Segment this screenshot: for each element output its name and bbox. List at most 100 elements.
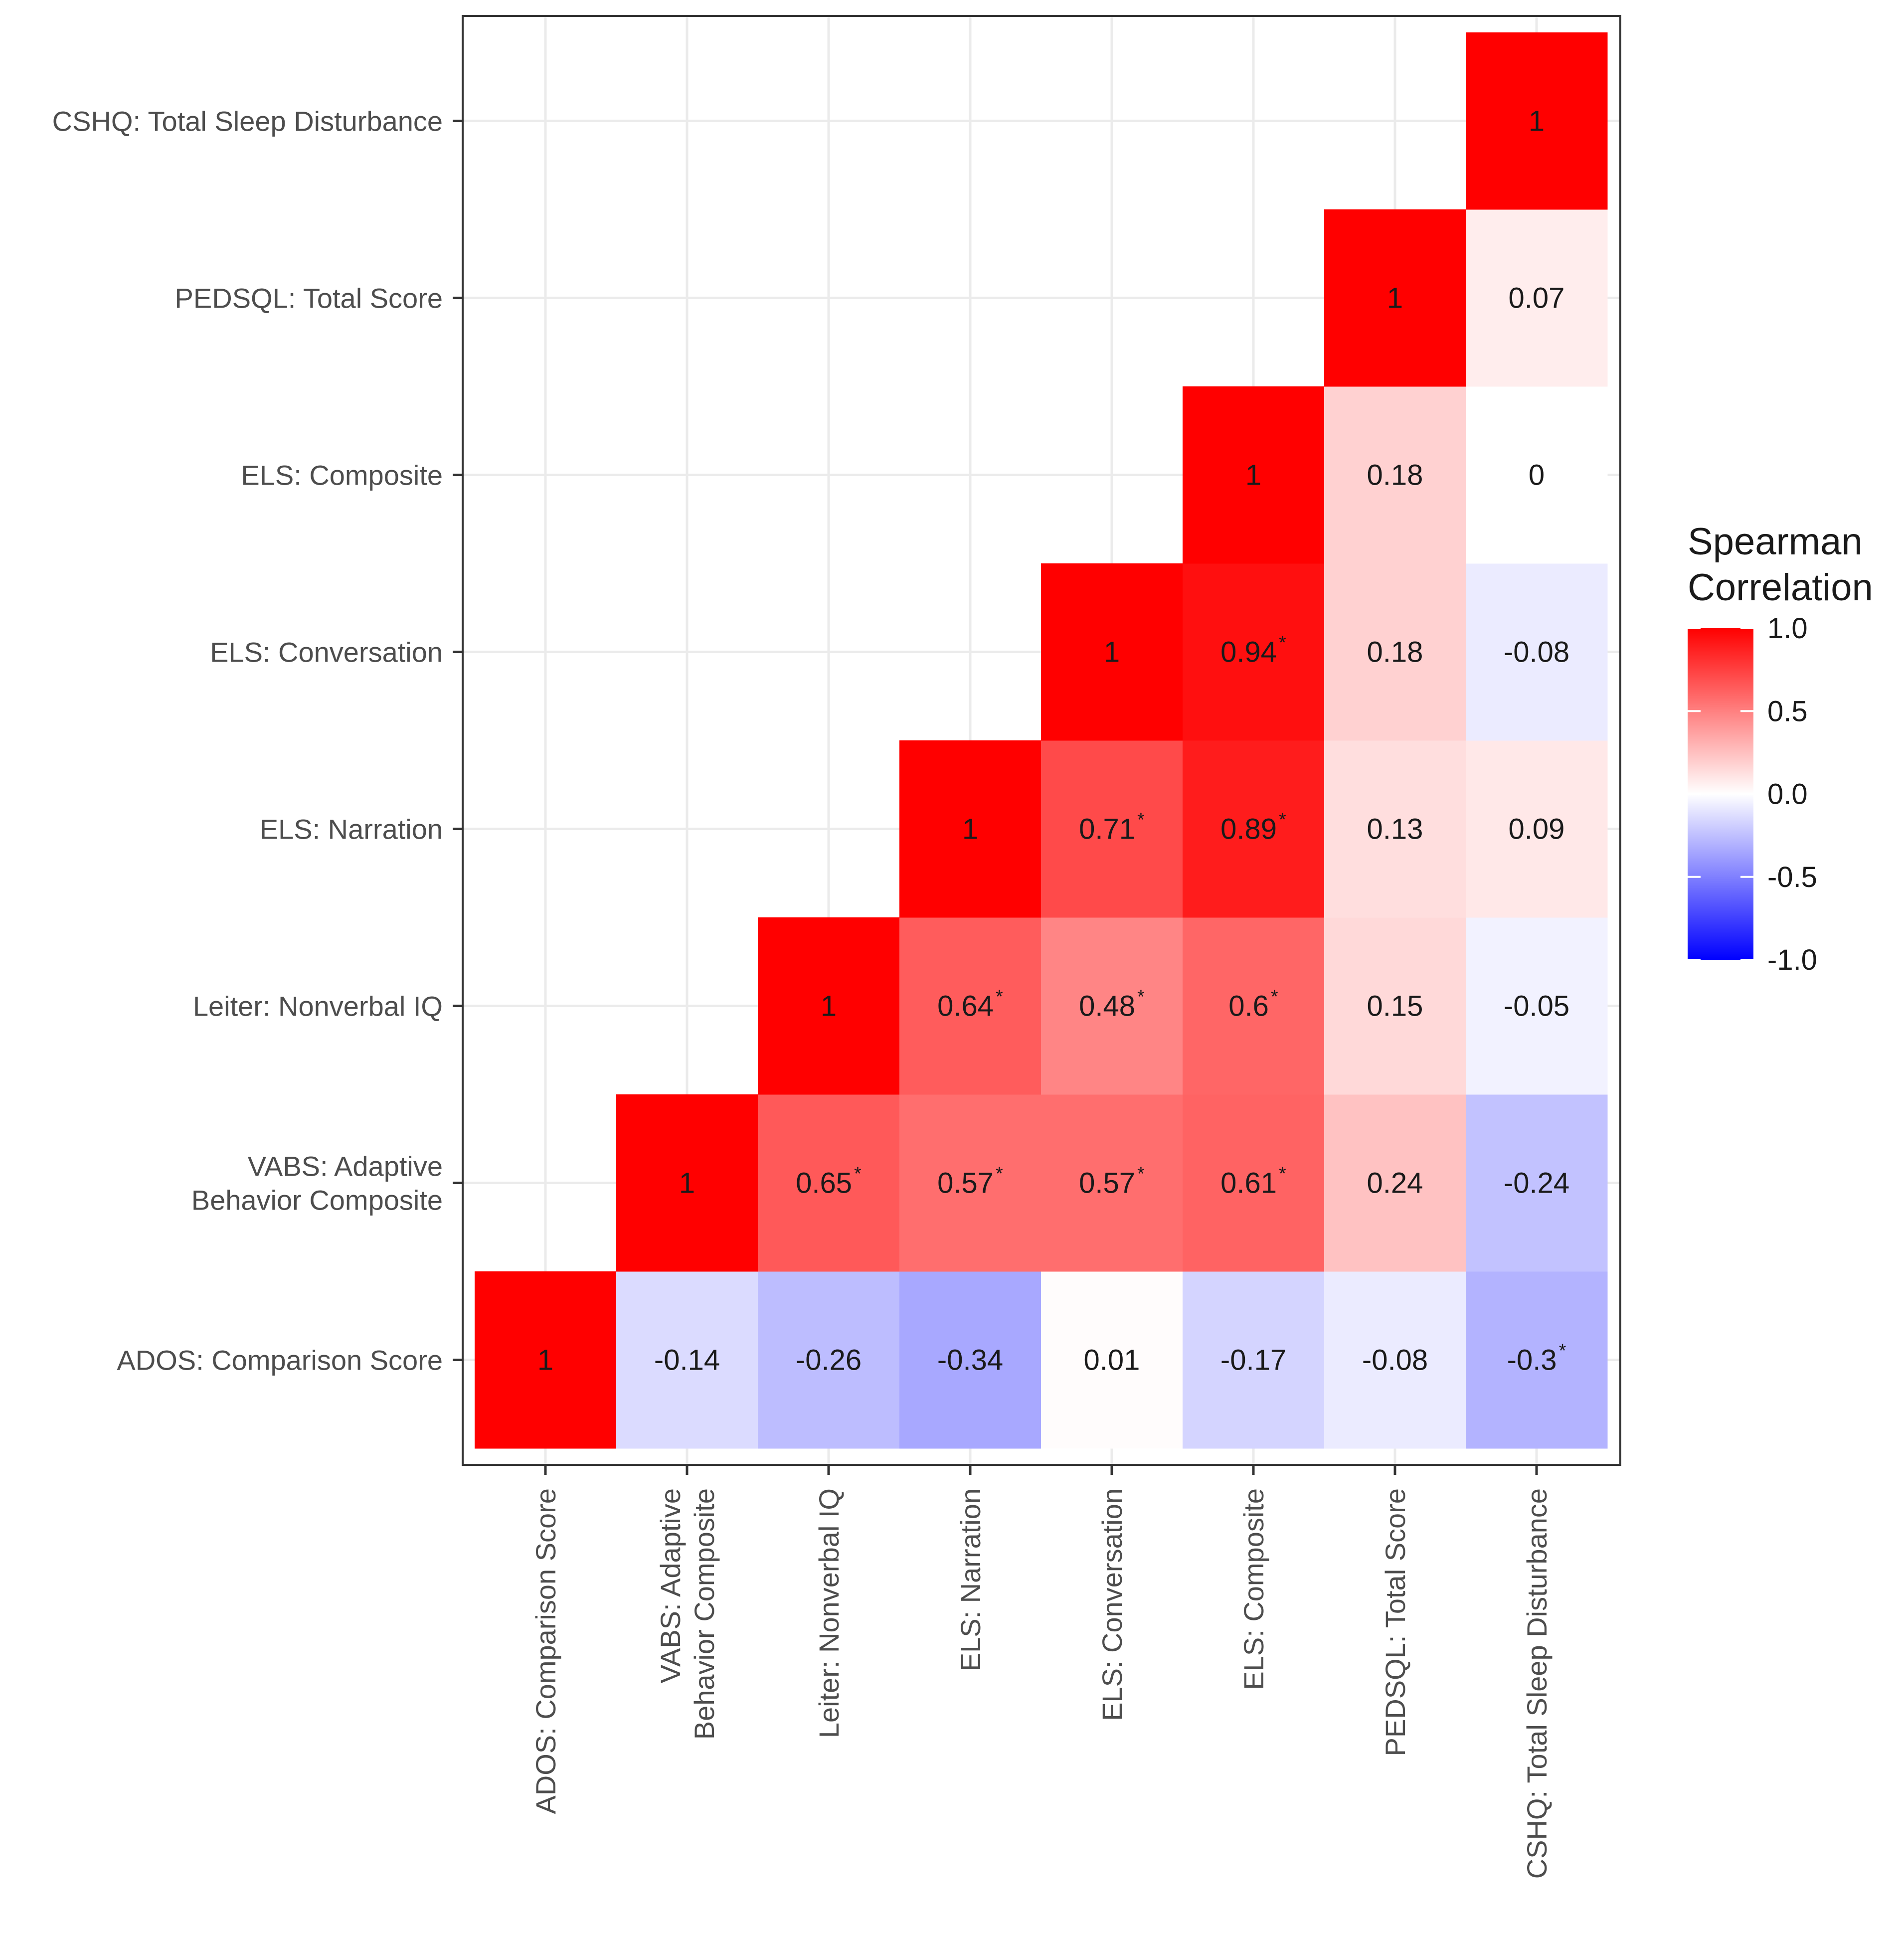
legend-tick-label: -1.0 xyxy=(1767,944,1817,976)
heatmap-cell xyxy=(1183,740,1325,918)
cell-value-label: -0.14 xyxy=(654,1344,720,1377)
cell-value-label: -0.08 xyxy=(1504,636,1569,669)
y-tick-label: ELS: Narration xyxy=(260,814,443,845)
heatmap-cell xyxy=(758,1094,900,1272)
cell-value-label: -0.24 xyxy=(1504,1167,1569,1200)
cell-value-label: 0.13 xyxy=(1367,813,1423,846)
cell-value-label: 1 xyxy=(962,813,978,846)
significance-star: * xyxy=(1271,987,1278,1008)
significance-star: * xyxy=(1137,1164,1145,1185)
cell-value-label: 0.6 * xyxy=(1228,987,1278,1023)
heatmap-cell xyxy=(899,1094,1041,1272)
cell-value-label: -0.17 xyxy=(1220,1344,1286,1377)
y-tick-label: ADOS: Comparison Score xyxy=(117,1345,443,1376)
cell-value-label: 1 xyxy=(821,990,837,1023)
cell-value-label: 1 xyxy=(1245,459,1261,492)
heatmap-cell xyxy=(1041,1094,1183,1272)
heatmap-cell xyxy=(1466,917,1608,1095)
cell-value-label: 0.18 xyxy=(1367,636,1423,669)
cell-value-label: 0.15 xyxy=(1367,990,1423,1023)
y-tick-label: ELS: Conversation xyxy=(210,637,443,668)
cell-value-label: -0.05 xyxy=(1504,990,1569,1023)
heatmap-cell xyxy=(1466,209,1608,387)
heatmap-cell xyxy=(1466,740,1608,918)
cell-labels: 1 -0.14 -0.26 -0.34 0.01 -0.17 -0.08 -0.3 * 1 0.65… xyxy=(537,105,1569,1377)
heatmap-cell xyxy=(1324,1094,1466,1272)
heatmap-cell xyxy=(758,1271,900,1449)
heatmap-cell xyxy=(1324,1271,1466,1449)
axes: ADOS: Comparison Score ADOS: Comparison S… xyxy=(52,106,1553,1879)
heatmap-cell xyxy=(1324,917,1466,1095)
cell-value-label: -0.26 xyxy=(796,1344,862,1377)
significance-star: * xyxy=(1279,1164,1286,1185)
heatmap-cell xyxy=(899,917,1041,1095)
legend-tick-label: 0.5 xyxy=(1767,695,1808,727)
heatmap-cell xyxy=(1183,917,1325,1095)
y-tick-label: VABS: Adaptive Behavior Composite xyxy=(191,1151,443,1216)
heatmap-cell xyxy=(1324,386,1466,564)
heatmap-cell xyxy=(1466,1271,1608,1449)
cell-value-label: 0.89 * xyxy=(1220,810,1286,846)
y-tick-label: PEDSQL: Total Score xyxy=(175,283,443,314)
legend-tick-label: 1.0 xyxy=(1767,612,1808,645)
legend-title: Spearman xyxy=(1688,521,1863,563)
cell-value-label: 0.71 * xyxy=(1079,810,1145,846)
legend-tick-label: 0.0 xyxy=(1767,778,1808,811)
x-tick-label: ELS: Conversation xyxy=(1096,1488,1128,1721)
heatmap-cell xyxy=(1041,740,1183,918)
cell-value-label: 0.61 * xyxy=(1220,1164,1286,1200)
heatmap-cells xyxy=(475,32,1608,1449)
x-tick-label: CSHQ: Total Sleep Disturbance xyxy=(1521,1488,1553,1879)
heatmap-cell xyxy=(616,1271,758,1449)
x-tick-label: PEDSQL: Total Score xyxy=(1380,1488,1411,1756)
heatmap-cell xyxy=(899,1271,1041,1449)
cell-value-label: 0.01 xyxy=(1084,1344,1140,1377)
cell-value-label: 0.94 * xyxy=(1220,633,1286,669)
heatmap-cell xyxy=(758,917,900,1095)
heatmap-cell xyxy=(1466,563,1608,741)
significance-star: * xyxy=(996,987,1003,1008)
cell-value-label: 0.07 xyxy=(1509,282,1565,315)
cell-value-label: 1 xyxy=(679,1167,695,1200)
significance-star: * xyxy=(1137,810,1145,831)
significance-star: * xyxy=(1559,1341,1566,1362)
heatmap-cell xyxy=(1183,1094,1325,1272)
y-tick-label: Leiter: Nonverbal IQ xyxy=(193,991,443,1022)
heatmap-cell xyxy=(1041,563,1183,741)
x-tick-label: Leiter: Nonverbal IQ xyxy=(813,1488,845,1738)
significance-star: * xyxy=(1279,810,1286,831)
heatmap-cell xyxy=(1466,386,1608,564)
heatmap-cell xyxy=(1324,563,1466,741)
heatmap-cell xyxy=(1466,1094,1608,1272)
significance-star: * xyxy=(1137,987,1145,1008)
cell-value-label: 1 xyxy=(1387,282,1403,315)
heatmap-cell xyxy=(1183,563,1325,741)
cell-value-label: 0.57 * xyxy=(937,1164,1003,1200)
heatmap-cell xyxy=(1041,1271,1183,1449)
panel-border xyxy=(462,15,1621,1466)
y-tick-label: ELS: Composite xyxy=(241,460,443,491)
legend-title: Correlation xyxy=(1688,566,1873,609)
heatmap-cell xyxy=(1041,917,1183,1095)
cell-value-label: 0.64 * xyxy=(937,987,1003,1023)
x-tick-label: VABS: AdaptiveBehavior Composite xyxy=(655,1488,720,1740)
cell-value-label: 0.48 * xyxy=(1079,987,1145,1023)
x-tick-label: ELS: Composite xyxy=(1238,1488,1269,1690)
x-tick-label: ELS: Narration xyxy=(955,1488,986,1671)
heatmap-cell xyxy=(616,1094,758,1272)
cell-value-label: 1 xyxy=(537,1344,553,1377)
cell-value-label: 0.65 * xyxy=(796,1164,862,1200)
cell-value-label: 1 xyxy=(1529,105,1545,138)
significance-star: * xyxy=(854,1164,862,1185)
legend-tick-label: -0.5 xyxy=(1767,861,1817,893)
cell-value-label: 1 xyxy=(1104,636,1120,669)
cell-value-label: -0.34 xyxy=(937,1344,1003,1377)
cell-value-label: 0.57 * xyxy=(1079,1164,1145,1200)
heatmap-cell xyxy=(1324,209,1466,387)
cell-value-label: 0 xyxy=(1529,459,1545,492)
heatmap-cell xyxy=(1183,386,1325,564)
heatmap-cell xyxy=(475,1271,617,1449)
x-tick-label: ADOS: Comparison Score xyxy=(530,1488,561,1814)
